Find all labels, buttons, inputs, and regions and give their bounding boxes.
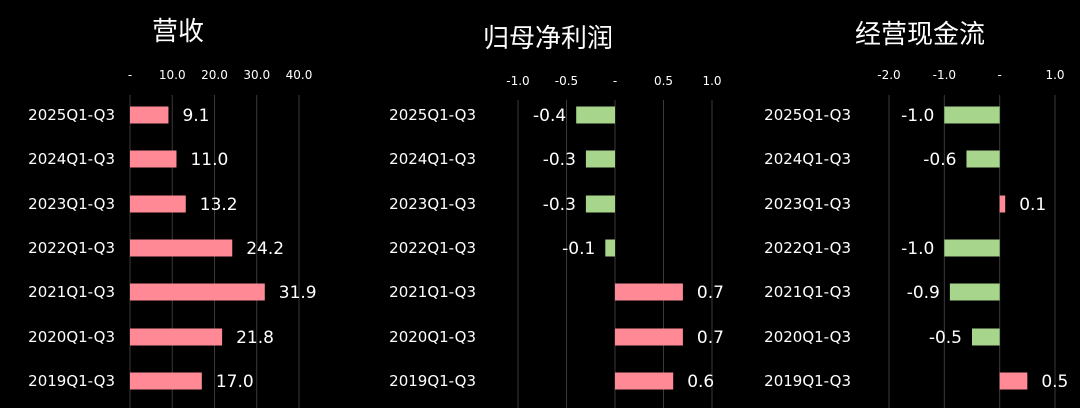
data-label: -0.9 <box>907 283 940 303</box>
x-tick-label: 40.0 <box>286 68 313 82</box>
data-label: 17.0 <box>216 372 254 392</box>
bar <box>585 150 615 168</box>
data-label: -0.6 <box>923 150 956 170</box>
bar <box>576 106 615 124</box>
bar <box>999 372 1028 390</box>
category-label: 2021Q1-Q3 <box>389 283 476 301</box>
x-tick-label: -1.0 <box>933 68 956 82</box>
data-label: 13.2 <box>200 195 238 215</box>
category-label: 2024Q1-Q3 <box>389 150 476 168</box>
data-label: 0.6 <box>687 372 714 392</box>
category-label: 2023Q1-Q3 <box>389 195 476 213</box>
bar <box>972 328 1000 346</box>
x-tick-label: - <box>613 74 617 88</box>
bar <box>966 150 1000 168</box>
category-label: 2025Q1-Q3 <box>389 106 476 124</box>
bar <box>130 372 202 390</box>
bar <box>605 239 615 257</box>
data-label: 0.7 <box>697 328 724 348</box>
category-label: 2025Q1-Q3 <box>764 106 851 124</box>
bar <box>949 283 1000 301</box>
bar <box>130 239 233 257</box>
category-label: 2021Q1-Q3 <box>764 283 851 301</box>
bar <box>615 372 674 390</box>
category-label: 2024Q1-Q3 <box>28 150 115 168</box>
bar <box>944 106 1000 124</box>
x-tick-label: 1.0 <box>1045 68 1064 82</box>
bar <box>585 195 615 213</box>
data-label: -0.4 <box>533 106 566 126</box>
x-tick-label: 30.0 <box>243 68 270 82</box>
category-label: 2023Q1-Q3 <box>28 195 115 213</box>
data-label: 0.7 <box>697 283 724 303</box>
data-label: -0.3 <box>543 195 576 215</box>
data-label: 31.9 <box>279 283 317 303</box>
x-tick-label: -1.0 <box>506 74 529 88</box>
bar <box>615 283 683 301</box>
category-label: 2019Q1-Q3 <box>764 372 851 390</box>
category-label: 2022Q1-Q3 <box>28 239 115 257</box>
category-label: 2021Q1-Q3 <box>28 283 115 301</box>
category-label: 2019Q1-Q3 <box>28 372 115 390</box>
data-label: 0.1 <box>1019 195 1046 215</box>
x-tick-label: 20.0 <box>201 68 228 82</box>
data-label: -0.5 <box>929 328 962 348</box>
category-label: 2020Q1-Q3 <box>389 328 476 346</box>
data-label: 0.5 <box>1041 372 1068 392</box>
bar <box>130 328 223 346</box>
data-label: -1.0 <box>901 239 934 259</box>
data-label: 9.1 <box>182 106 209 126</box>
x-tick-label: 10.0 <box>159 68 186 82</box>
chart-title: 营收 <box>152 17 204 47</box>
data-label: -0.1 <box>562 239 595 259</box>
bar <box>999 195 1006 213</box>
bar <box>130 283 265 301</box>
data-label: 21.8 <box>236 328 274 348</box>
x-tick-label: - <box>128 68 132 82</box>
chart-title: 经营现金流 <box>855 20 985 50</box>
category-label: 2025Q1-Q3 <box>28 106 115 124</box>
x-tick-label: -2.0 <box>877 68 900 82</box>
category-label: 2022Q1-Q3 <box>764 239 851 257</box>
category-label: 2022Q1-Q3 <box>389 239 476 257</box>
chart-title: 归母净利润 <box>483 24 613 54</box>
bar <box>130 150 177 168</box>
category-label: 2020Q1-Q3 <box>28 328 115 346</box>
x-tick-label: -0.5 <box>555 74 578 88</box>
x-tick-label: 0.5 <box>654 74 673 88</box>
bar <box>944 239 1000 257</box>
x-tick-label: 1.0 <box>702 74 721 88</box>
data-label: -1.0 <box>901 106 934 126</box>
category-label: 2024Q1-Q3 <box>764 150 851 168</box>
x-tick-label: - <box>997 68 1001 82</box>
category-label: 2019Q1-Q3 <box>389 372 476 390</box>
category-label: 2020Q1-Q3 <box>764 328 851 346</box>
bar <box>615 328 683 346</box>
data-label: -0.3 <box>543 150 576 170</box>
category-label: 2023Q1-Q3 <box>764 195 851 213</box>
bar <box>130 106 169 124</box>
chart-panel-1: 营收 - 10.0 20.0 30.0 40.0 2025Q1-Q3 9.1 2024Q1-Q3… <box>28 17 317 408</box>
data-label: 24.2 <box>246 239 284 259</box>
bar <box>130 195 186 213</box>
data-label: 11.0 <box>190 150 228 170</box>
